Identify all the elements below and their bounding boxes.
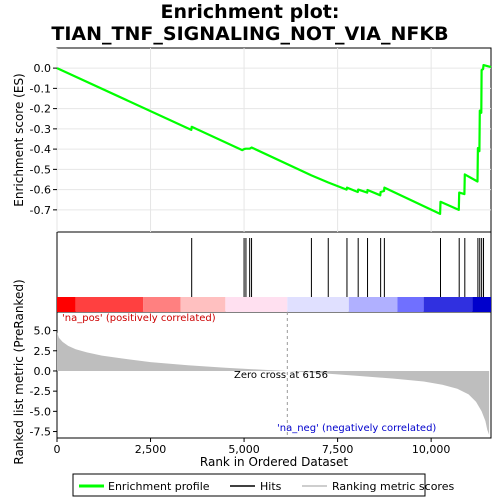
legend-label-profile: Enrichment profile bbox=[108, 480, 210, 493]
es-gridlines bbox=[56, 48, 491, 232]
x-tick-label-1: 2,500 bbox=[135, 443, 167, 456]
x-tick-label-0: 0 bbox=[54, 443, 61, 456]
neg-correlated-label: 'na_neg' (negatively correlated) bbox=[277, 423, 436, 434]
chart-title-line2: TIAN_TNF_SIGNALING_NOT_VIA_NFKB bbox=[51, 23, 449, 45]
legend-label-metric: Ranking metric scores bbox=[332, 480, 454, 493]
chart-title-line1: Enrichment plot: bbox=[160, 1, 340, 23]
ranked-color-bar bbox=[57, 297, 491, 312]
x-tick-label-3: 7,500 bbox=[322, 443, 354, 456]
axes-ticks: 0.0 -0.1 -0.2 -0.3 -0.4 -0.5 -0.6 -0.7 5.0 2.5 0.0… bbox=[30, 62, 451, 456]
es-curve bbox=[56, 63, 492, 215]
es-tick-label-6: -0.6 bbox=[30, 184, 51, 197]
color-bar-segment-1 bbox=[75, 297, 144, 312]
es-panel-frame bbox=[56, 47, 492, 233]
es-curve-group bbox=[56, 63, 492, 215]
x-tick-label-4: 10,000 bbox=[412, 443, 451, 456]
metric-tick-label-0: 5.0 bbox=[34, 325, 52, 338]
metric-tick-label-2: 0.0 bbox=[34, 365, 52, 378]
es-tick-label-5: -0.5 bbox=[30, 163, 51, 176]
color-bar-segment-7 bbox=[397, 297, 424, 312]
color-bar-segment-8 bbox=[423, 297, 473, 312]
es-tick-label-1: -0.1 bbox=[30, 82, 51, 95]
metric-tick-label-4: -5.0 bbox=[30, 405, 51, 418]
color-bar-segment-3 bbox=[180, 297, 226, 312]
es-tick-label-7: -0.7 bbox=[30, 204, 51, 217]
color-bar-segment-0 bbox=[57, 297, 76, 312]
es-tick-label-4: -0.4 bbox=[30, 143, 51, 156]
x-axis-label: Rank in Ordered Dataset bbox=[200, 455, 348, 469]
metric-tick-label-1: 2.5 bbox=[34, 345, 52, 358]
legend-box bbox=[72, 473, 426, 497]
color-bar-segment-9 bbox=[472, 297, 491, 312]
color-bar-segment-6 bbox=[348, 297, 398, 312]
x-tick-label-2: 5,000 bbox=[228, 443, 260, 456]
es-tick-label-3: -0.3 bbox=[30, 123, 51, 136]
zero-cross-label: Zero cross at 6156 bbox=[234, 370, 328, 381]
color-bar-segment-5 bbox=[287, 297, 349, 312]
metric-tick-label-5: -7.5 bbox=[30, 426, 51, 439]
pos-correlated-label: 'na_pos' (positively correlated) bbox=[62, 313, 216, 324]
metric-area-group bbox=[57, 312, 490, 438]
color-bar-segment-4 bbox=[225, 297, 288, 312]
hit-lines bbox=[191, 238, 485, 297]
color-bar-segment-2 bbox=[143, 297, 181, 312]
legend-label-hits: Hits bbox=[260, 480, 282, 493]
es-tick-label-2: -0.2 bbox=[30, 103, 51, 116]
es-y-axis-label: Enrichment score (ES) bbox=[12, 73, 26, 206]
es-tick-label-0: 0.0 bbox=[34, 62, 52, 75]
metric-y-axis-label: Ranked list metric (PreRanked) bbox=[12, 279, 26, 464]
metric-tick-label-3: -2.5 bbox=[30, 385, 51, 398]
